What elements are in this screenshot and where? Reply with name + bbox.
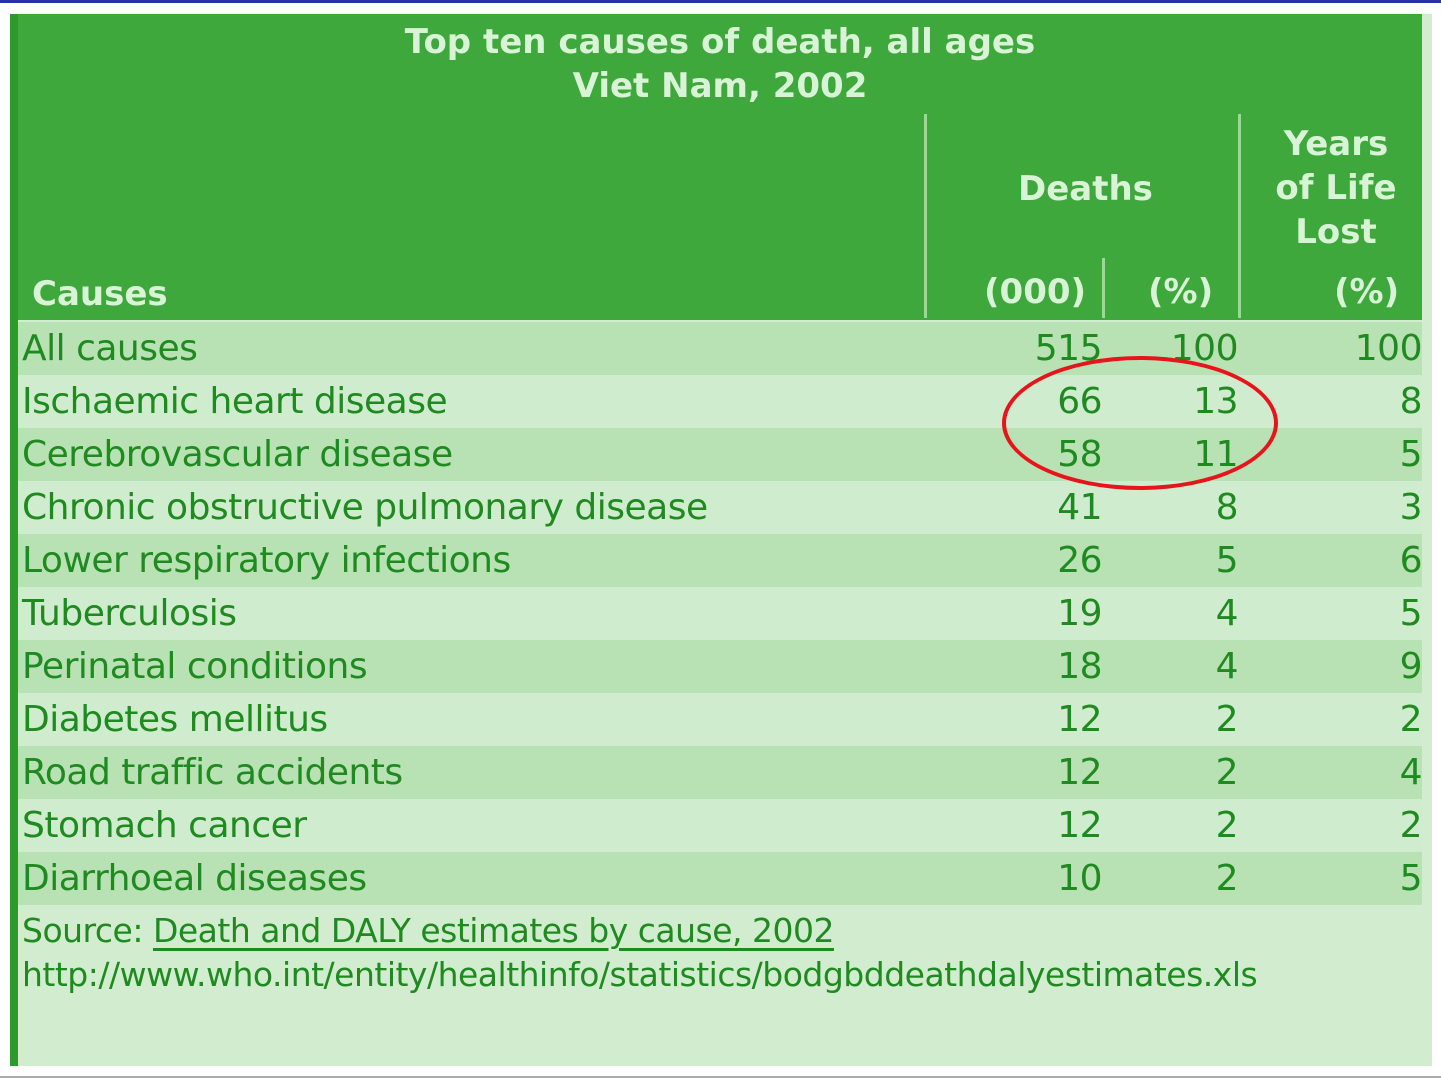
yll-pct-cell: 6 xyxy=(1399,540,1423,581)
deaths-count-cell: 12 xyxy=(1057,752,1102,793)
deaths-pct-cell: 2 xyxy=(1215,752,1239,793)
chart-subtitle: Viet Nam, 2002 xyxy=(572,66,868,106)
cause-cell: Road traffic accidents xyxy=(22,752,403,793)
cause-cell: Chronic obstructive pulmonary disease xyxy=(22,487,708,528)
cause-cell: Tuberculosis xyxy=(22,593,237,634)
header-yll-unit: (%) xyxy=(1334,272,1400,312)
deaths-pct-cell: 8 xyxy=(1215,487,1239,528)
deaths-count-cell: 12 xyxy=(1057,699,1102,740)
header-yll-line3: Lost xyxy=(1295,212,1377,252)
yll-pct-cell: 4 xyxy=(1399,752,1423,793)
left-edge-bar xyxy=(10,14,18,1066)
source-link[interactable]: Death and DALY estimates by cause, 2002 xyxy=(152,911,835,950)
header-deaths: Deaths xyxy=(1018,169,1153,209)
header-divider xyxy=(924,114,927,318)
deaths-count-cell: 12 xyxy=(1057,805,1102,846)
bottom-border xyxy=(0,1076,1441,1078)
table-row xyxy=(18,693,1422,746)
cause-cell: Stomach cancer xyxy=(22,805,307,846)
header-causes: Causes xyxy=(32,274,168,314)
header-divider xyxy=(1102,258,1105,318)
table-row xyxy=(18,799,1422,852)
yll-pct-cell: 5 xyxy=(1399,593,1423,634)
top-border xyxy=(0,0,1441,3)
cause-cell: Diabetes mellitus xyxy=(22,699,328,740)
header-deaths-pct-unit: (%) xyxy=(1148,272,1214,312)
deaths-count-cell: 19 xyxy=(1057,593,1102,634)
header-yll-line2: of Life xyxy=(1275,168,1397,208)
highlight-circle xyxy=(1002,356,1278,490)
yll-pct-cell: 9 xyxy=(1399,646,1423,687)
deaths-count-cell: 18 xyxy=(1057,646,1102,687)
header-yll-line1: Years xyxy=(1283,124,1389,164)
source-label: Source: xyxy=(22,911,143,950)
yll-pct-cell: 2 xyxy=(1399,699,1423,740)
cause-cell: Lower respiratory infections xyxy=(22,540,511,581)
deaths-count-cell: 41 xyxy=(1057,487,1102,528)
yll-pct-cell: 2 xyxy=(1399,805,1423,846)
source-url[interactable]: http://www.who.int/entity/healthinfo/sta… xyxy=(22,955,1258,994)
cause-cell: Cerebrovascular disease xyxy=(22,434,453,475)
header-deaths-count-unit: (000) xyxy=(984,272,1087,312)
cause-cell: Ischaemic heart disease xyxy=(22,381,448,422)
deaths-pct-cell: 2 xyxy=(1215,858,1239,899)
yll-pct-cell: 5 xyxy=(1399,434,1423,475)
deaths-pct-cell: 4 xyxy=(1215,646,1239,687)
deaths-count-cell: 26 xyxy=(1057,540,1102,581)
deaths-pct-cell: 4 xyxy=(1215,593,1239,634)
table-row xyxy=(18,746,1422,799)
table-row xyxy=(18,852,1422,905)
yll-pct-cell: 100 xyxy=(1354,328,1423,369)
table-row xyxy=(18,534,1422,587)
deaths-pct-cell: 2 xyxy=(1215,805,1239,846)
table-row xyxy=(18,640,1422,693)
chart-title: Top ten causes of death, all ages xyxy=(404,22,1036,62)
table-header xyxy=(18,14,1422,320)
table-row xyxy=(18,481,1422,534)
deaths-pct-cell: 2 xyxy=(1215,699,1239,740)
source-line: Source: Death and DALY estimates by caus… xyxy=(22,909,834,953)
cause-cell: Diarrhoeal diseases xyxy=(22,858,367,899)
header-divider xyxy=(1238,114,1241,318)
cause-cell: Perinatal conditions xyxy=(22,646,368,687)
table-row xyxy=(18,587,1422,640)
deaths-pct-cell: 5 xyxy=(1215,540,1239,581)
yll-pct-cell: 5 xyxy=(1399,858,1423,899)
yll-pct-cell: 3 xyxy=(1399,487,1423,528)
deaths-count-cell: 10 xyxy=(1057,858,1102,899)
cause-cell: All causes xyxy=(22,328,198,369)
yll-pct-cell: 8 xyxy=(1399,381,1423,422)
